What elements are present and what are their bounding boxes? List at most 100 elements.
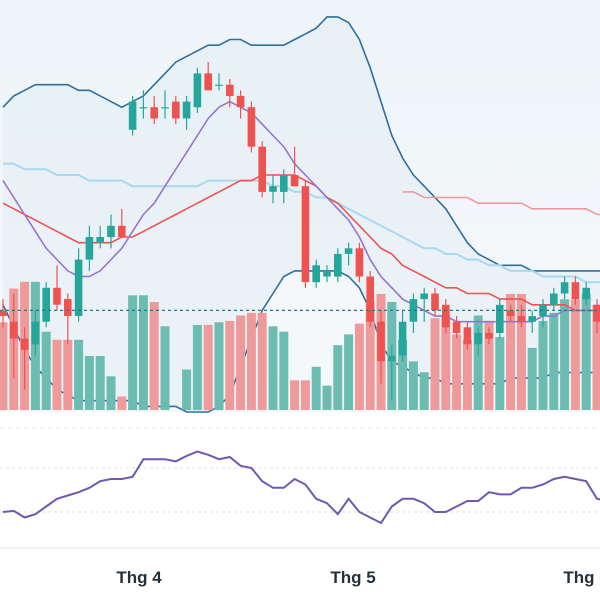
candle-body: [31, 321, 40, 345]
volume-bar: [84, 356, 94, 410]
candle-body: [593, 304, 600, 322]
volume-bar: [560, 299, 570, 410]
volume-bar: [95, 356, 105, 410]
volume-bar: [268, 326, 278, 410]
candle-body: [10, 321, 18, 339]
volume-bar: [408, 361, 418, 410]
candle-body: [388, 355, 396, 362]
volume-bar: [506, 293, 516, 410]
candle-body: [452, 321, 461, 333]
volume-bar: [484, 320, 494, 410]
candle-body: [269, 186, 277, 192]
rsi-pane: [0, 450, 600, 525]
candle-body: [193, 73, 202, 108]
candle-body: [377, 321, 385, 362]
volume-bar: [527, 347, 537, 410]
candle-body: [323, 270, 331, 277]
candle-body: [236, 95, 245, 108]
volume-bar: [322, 385, 332, 410]
candle-body: [290, 175, 299, 187]
volume-bar: [570, 299, 580, 410]
candle-body: [582, 287, 590, 300]
candle-body: [550, 293, 558, 305]
volume-bar: [117, 396, 127, 410]
candle-body: [139, 107, 148, 109]
volume-bar: [246, 312, 256, 410]
candle-body: [215, 84, 223, 86]
volume-bar: [344, 334, 354, 410]
ma-extra-line: [402, 191, 600, 216]
candle-body: [517, 316, 526, 322]
candle-body: [409, 299, 418, 322]
volume-bar: [473, 315, 483, 410]
candle-body: [496, 304, 504, 333]
candle-body: [42, 287, 50, 322]
volume-bar: [192, 324, 202, 410]
volume-bar: [128, 295, 138, 411]
candle-body: [312, 265, 320, 283]
volume-bar: [354, 323, 364, 410]
x-tick-label: Thg 4: [116, 568, 162, 587]
candle-body: [85, 237, 94, 260]
volume-bar: [581, 293, 591, 410]
candle-body: [506, 310, 515, 316]
volume-bar: [182, 369, 192, 410]
time-axis: Thg 4 Thg 5 Thg 6: [116, 568, 600, 587]
candle-body: [128, 101, 137, 130]
volume-bar: [452, 334, 462, 410]
volume-bar: [138, 295, 148, 411]
volume-bar: [549, 312, 559, 410]
volume-bar: [0, 322, 8, 411]
candle-body: [334, 254, 342, 277]
candle-body: [442, 304, 450, 328]
candle-body: [64, 299, 72, 316]
volume-bar: [333, 345, 343, 410]
volume-bar: [257, 312, 267, 410]
volume-bar: [203, 324, 213, 410]
volume-bar: [516, 293, 526, 410]
volume-bar: [430, 318, 440, 410]
candles: [0, 62, 600, 401]
candle-body: [20, 338, 29, 350]
volume-bar: [365, 302, 375, 410]
candle-body: [398, 321, 407, 356]
candle-body: [172, 101, 180, 119]
candle-body: [0, 310, 7, 316]
candle-body: [204, 73, 212, 91]
candle-body: [344, 248, 353, 254]
candle-body: [161, 107, 169, 109]
candle-body: [247, 107, 256, 147]
volume-bar: [74, 339, 84, 410]
candle-body: [226, 84, 234, 96]
candle-body: [118, 225, 126, 238]
candle-body: [53, 287, 61, 305]
candle-body: [420, 293, 428, 300]
volume-bar: [398, 339, 408, 410]
volume-bar: [592, 304, 600, 410]
x-tick-label: Thg 5: [330, 568, 375, 587]
volume-bar: [300, 380, 310, 410]
volume-bar: [538, 320, 548, 410]
candle-body: [474, 333, 482, 345]
volume-bar: [63, 339, 73, 410]
volume-bar: [41, 331, 51, 410]
volume-bar: [419, 372, 429, 410]
candle-body: [431, 293, 439, 311]
ma-long-line: [3, 162, 600, 284]
candle-body: [74, 259, 83, 316]
volume-bar: [290, 380, 300, 410]
candle-body: [107, 225, 115, 238]
candle-body: [355, 248, 364, 277]
rsi-line: [2, 450, 600, 525]
volume-bar: [149, 302, 159, 410]
x-tick-label: Thg 6: [563, 568, 600, 587]
volume-bar: [52, 339, 62, 410]
volume-bar: [495, 337, 505, 410]
candle-body: [280, 175, 288, 192]
volume-bar: [441, 315, 451, 410]
candle-body: [182, 101, 191, 119]
candle-body: [96, 237, 104, 243]
volume-bar: [214, 322, 224, 411]
